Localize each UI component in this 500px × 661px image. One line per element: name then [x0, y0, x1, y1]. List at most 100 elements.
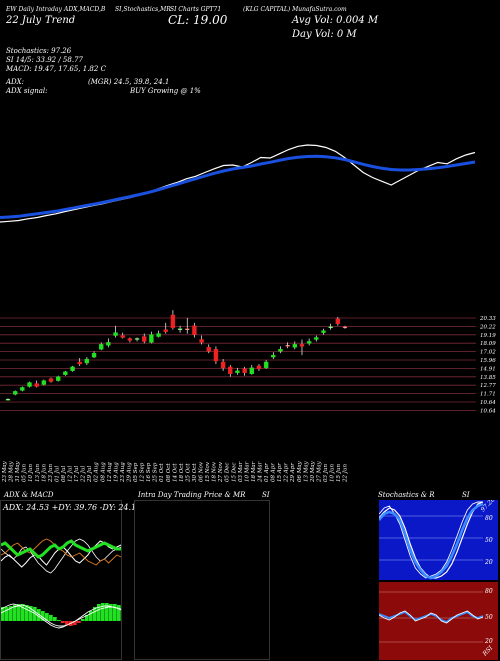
- date-label: 29 Apr: [290, 463, 296, 483]
- date-label: 05 Dec: [225, 463, 231, 483]
- candlesticks: [5, 310, 348, 401]
- date-label: 12 Aug: [107, 462, 113, 482]
- adx-line: [1, 538, 122, 566]
- candle-body: [5, 399, 11, 401]
- stoch-rsi-panel: 97.26 80 50 20 80 50 20 RSI: [379, 500, 498, 660]
- price-level-label: 17.02: [480, 350, 496, 356]
- candle-body: [220, 361, 226, 369]
- stoch-level-80: 80: [485, 515, 493, 522]
- candle-body: [177, 328, 183, 330]
- date-label: 10 Mar: [244, 461, 250, 482]
- date-label: 15 Nov: [205, 461, 211, 482]
- date-label: 05 Jun: [22, 464, 28, 482]
- candle-body: [206, 347, 211, 352]
- stoch-rsi-svg: 97.26 80 50 20 80 50 20 RSI: [379, 500, 498, 660]
- price-level-label: 20.33: [479, 316, 496, 322]
- adx-signal-value: BUY Growing @ 1%: [130, 87, 201, 95]
- date-label: 20 May: [310, 460, 316, 483]
- date-label: 10 Jun: [330, 464, 336, 482]
- stoch-bg: [379, 500, 498, 580]
- date-label: 22 Apr: [284, 463, 290, 483]
- date-label: 02 Aug: [94, 462, 100, 482]
- date-label: 23 Aug: [120, 462, 126, 483]
- macd-line: [1, 604, 122, 627]
- macd-bar: [9, 606, 13, 621]
- macd-bar: [5, 607, 9, 621]
- macd-bar: [45, 613, 49, 621]
- date-label: 05 Sep: [133, 462, 139, 482]
- macd-bar: [49, 615, 53, 621]
- candle-body: [342, 326, 348, 328]
- rsi-level-80: 80: [485, 588, 493, 595]
- candle-body: [149, 334, 154, 343]
- price-level-label: 14.91: [480, 366, 496, 372]
- candle-body: [84, 358, 90, 364]
- date-label: 18 Jun: [41, 464, 47, 482]
- rsi-level-50: 50: [485, 614, 493, 621]
- candle-body: [306, 341, 312, 344]
- candle-body: [163, 329, 168, 332]
- candle-body: [63, 371, 68, 375]
- candle-body: [299, 344, 305, 347]
- date-label: 01 Oct: [159, 463, 165, 482]
- date-label: 27 Nov: [218, 461, 224, 483]
- ma-line-1: [0, 154, 476, 219]
- macd-bar: [53, 617, 57, 621]
- candle-body: [292, 344, 298, 348]
- candle-body: [235, 370, 240, 373]
- macd-bar: [73, 621, 77, 625]
- date-label: 27 May: [316, 460, 322, 483]
- macd-bar: [1, 607, 5, 621]
- macd-value: MACD: 19.47, 17.65, 1.82 C: [6, 65, 106, 73]
- price-level-label: 15.96: [480, 358, 496, 364]
- date-label: 01 Apr: [264, 463, 270, 482]
- price-level-label: 10.64: [480, 408, 496, 414]
- candle-body: [213, 349, 219, 362]
- candle-body: [77, 361, 82, 365]
- candle-body: [278, 349, 283, 352]
- adx-line: [1, 539, 121, 559]
- candle-body: [20, 387, 25, 391]
- date-label: 22 Jul: [81, 466, 87, 483]
- date-label: 08 Apr: [271, 463, 277, 482]
- date-label: 29 Aug: [126, 462, 132, 483]
- candle-body: [199, 339, 204, 343]
- header-source-2: ADX,MACD,B: [64, 6, 106, 13]
- stochastics-value: Stochastics: 97.26: [6, 47, 72, 55]
- price-level-label: 11.71: [480, 392, 496, 398]
- macd-line: [1, 603, 122, 629]
- price-level-label: 20.22: [479, 324, 496, 330]
- candle-body: [328, 326, 333, 328]
- price-level-label: 12.77: [480, 383, 496, 389]
- header-day-vol: Day Vol: 0 M: [292, 29, 357, 40]
- candle-body: [12, 391, 18, 395]
- macd-bar: [113, 604, 117, 621]
- date-label: 17 Jul: [74, 466, 80, 482]
- macd-bar: [101, 603, 105, 621]
- candle-body: [249, 367, 254, 374]
- candle-body: [48, 378, 54, 382]
- candle-body: [41, 380, 47, 385]
- price-level-lines: 20.33 20.22 19.19 18.09 17.02 15.96 14.91 13.85…: [0, 316, 496, 414]
- header-trend: Trend: [45, 15, 76, 26]
- stoch-panel-title: Stochastics & R: [378, 491, 435, 499]
- macd-bar: [117, 605, 121, 621]
- date-label: 28 May: [9, 460, 15, 483]
- header-source-1: EW Daily Intraday: [6, 6, 62, 13]
- date-label: 14 Oct: [172, 463, 178, 482]
- date-label: 08 Aug: [100, 462, 106, 482]
- rsi-line: [379, 610, 484, 624]
- date-label: 13 Jun: [35, 464, 41, 482]
- date-label: 22 Jun: [343, 464, 349, 483]
- candle-body: [192, 325, 197, 335]
- candle-body: [271, 354, 276, 358]
- stoch-level-20: 20: [484, 559, 493, 566]
- macd-bar: [17, 604, 21, 621]
- adx-macd-panel: ADX: 24.53 +DY: 39.76 -DY: 24.1: [0, 500, 136, 660]
- header-source-5: (KLG CAPITAL) MunafaSutra.com: [243, 6, 347, 13]
- macd-bar: [85, 615, 89, 621]
- date-label: 08 Jul: [61, 466, 67, 482]
- macd-bar: [81, 619, 85, 621]
- candle-body: [142, 336, 147, 342]
